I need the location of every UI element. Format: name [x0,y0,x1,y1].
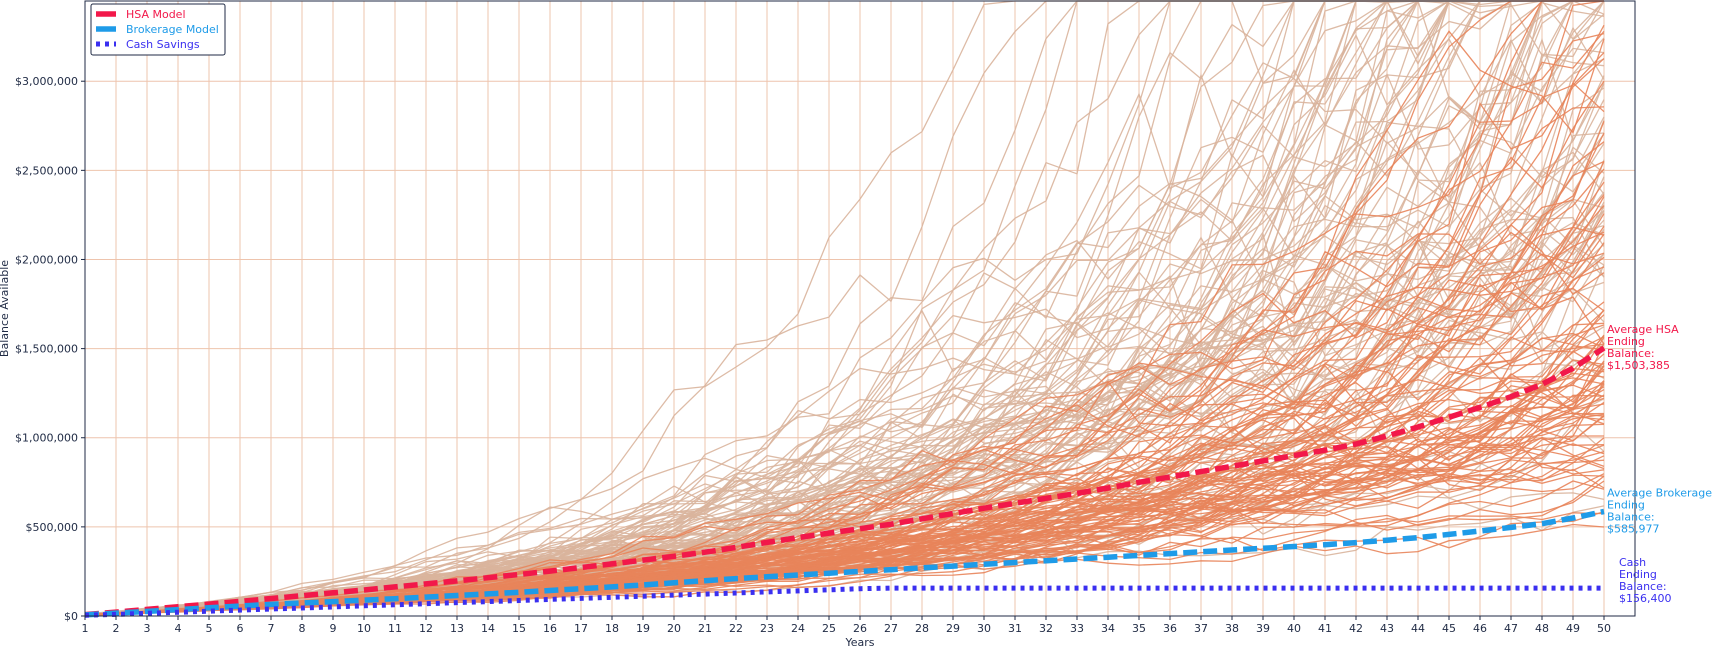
x-tick-label: 17 [574,622,588,635]
x-tick-label: 10 [357,622,371,635]
axes: 1 2 3 4 5 6 7 8 9 10 11 12 13 14 15 16 17 18 19 20 21 22 23 24 2… [15,0,1636,635]
x-tick-label: 16 [543,622,557,635]
y-tick-label: $3,000,000 [15,75,78,88]
x-tick-label: 6 [237,622,244,635]
x-tick-label: 38 [1225,622,1239,635]
cash-savings-line [84,585,1604,618]
ending-balance-annotation: Average Brokerage Ending Balance: $585,977 [1607,487,1712,536]
brokerage-simulation-line [84,0,1604,616]
x-tick-label: 15 [512,622,526,635]
x-tick-label: 4 [175,622,182,635]
x-tick-label: 29 [946,622,960,635]
x-tick-label: 33 [1070,622,1084,635]
x-tick-label: 44 [1411,622,1425,635]
legend: HSA Model Brokerage Model Cash Savings [90,3,226,56]
y-axis-label: Balance Available [0,260,11,357]
x-tick-label: 11 [388,622,402,635]
x-tick-label: 7 [268,622,275,635]
x-tick-label: 23 [760,622,774,635]
x-tick-label: 30 [977,622,991,635]
x-tick-label: 50 [1597,622,1611,635]
hsa-simulation-line [84,26,1605,615]
x-tick-label: 45 [1442,622,1456,635]
hsa-simulation-line [84,0,1604,615]
x-tick-label: 47 [1504,622,1518,635]
x-tick-label: 48 [1535,622,1549,635]
x-tick-label: 32 [1039,622,1053,635]
simulation-lines [84,0,1605,616]
x-tick-label: 35 [1132,622,1146,635]
legend-label: Cash Savings [126,38,200,51]
y-tick-label: $2,500,000 [15,164,78,177]
hsa-model-line [84,345,1606,618]
x-tick-label: 36 [1163,622,1177,635]
x-tick-label: 39 [1256,622,1270,635]
x-tick-label: 34 [1101,622,1115,635]
legend-label: HSA Model [126,8,186,21]
x-tick-label: 43 [1380,622,1394,635]
x-tick-label: 21 [698,622,712,635]
y-tick-label: $1,500,000 [15,343,78,356]
x-tick-label: 40 [1287,622,1301,635]
x-tick-label: 19 [636,622,650,635]
brokerage-model-line [84,508,1605,618]
x-tick-label: 28 [915,622,929,635]
x-tick-label: 42 [1349,622,1363,635]
ending-balance-annotations: Average HSA Ending Balance: $1,503,385 Avera… [1607,323,1712,605]
x-tick-label: 12 [419,622,433,635]
y-tick-label: $1,000,000 [15,432,78,445]
x-tick-label: 18 [605,622,619,635]
x-axis-label: Years [844,636,874,648]
x-tick-label: 31 [1008,622,1022,635]
x-tick-label: 26 [853,622,867,635]
x-tick-label: 3 [144,622,151,635]
x-tick-label: 46 [1473,622,1487,635]
ending-balance-annotation: Cash Ending Balance: $156,400 [1619,556,1672,605]
x-tick-label: 14 [481,622,495,635]
x-tick-label: 24 [791,622,805,635]
x-tick-label: 1 [82,622,89,635]
legend-label: Brokerage Model [126,23,219,36]
average-lines [84,345,1606,618]
x-tick-label: 5 [206,622,213,635]
x-tick-label: 20 [667,622,681,635]
x-tick-label: 49 [1566,622,1580,635]
x-tick-label: 22 [729,622,743,635]
ending-balance-annotation: Average HSA Ending Balance: $1,503,385 [1607,323,1679,372]
x-tick-label: 13 [450,622,464,635]
hsa-simulation-line [84,202,1605,615]
legend-box [90,3,226,56]
x-tick-label: 2 [113,622,120,635]
hsa-simulation-line [84,221,1605,615]
x-tick-label: 37 [1194,622,1208,635]
hsa-simulation-line [84,0,1605,615]
x-tick-label: 8 [299,622,306,635]
x-tick-label: 27 [884,622,898,635]
y-tick-label: $0 [64,610,78,623]
y-tick-label: $500,000 [26,521,79,534]
x-tick-label: 25 [822,622,836,635]
x-tick-label: 9 [330,622,337,635]
y-tick-label: $2,000,000 [15,253,78,266]
x-tick-label: 41 [1318,622,1332,635]
